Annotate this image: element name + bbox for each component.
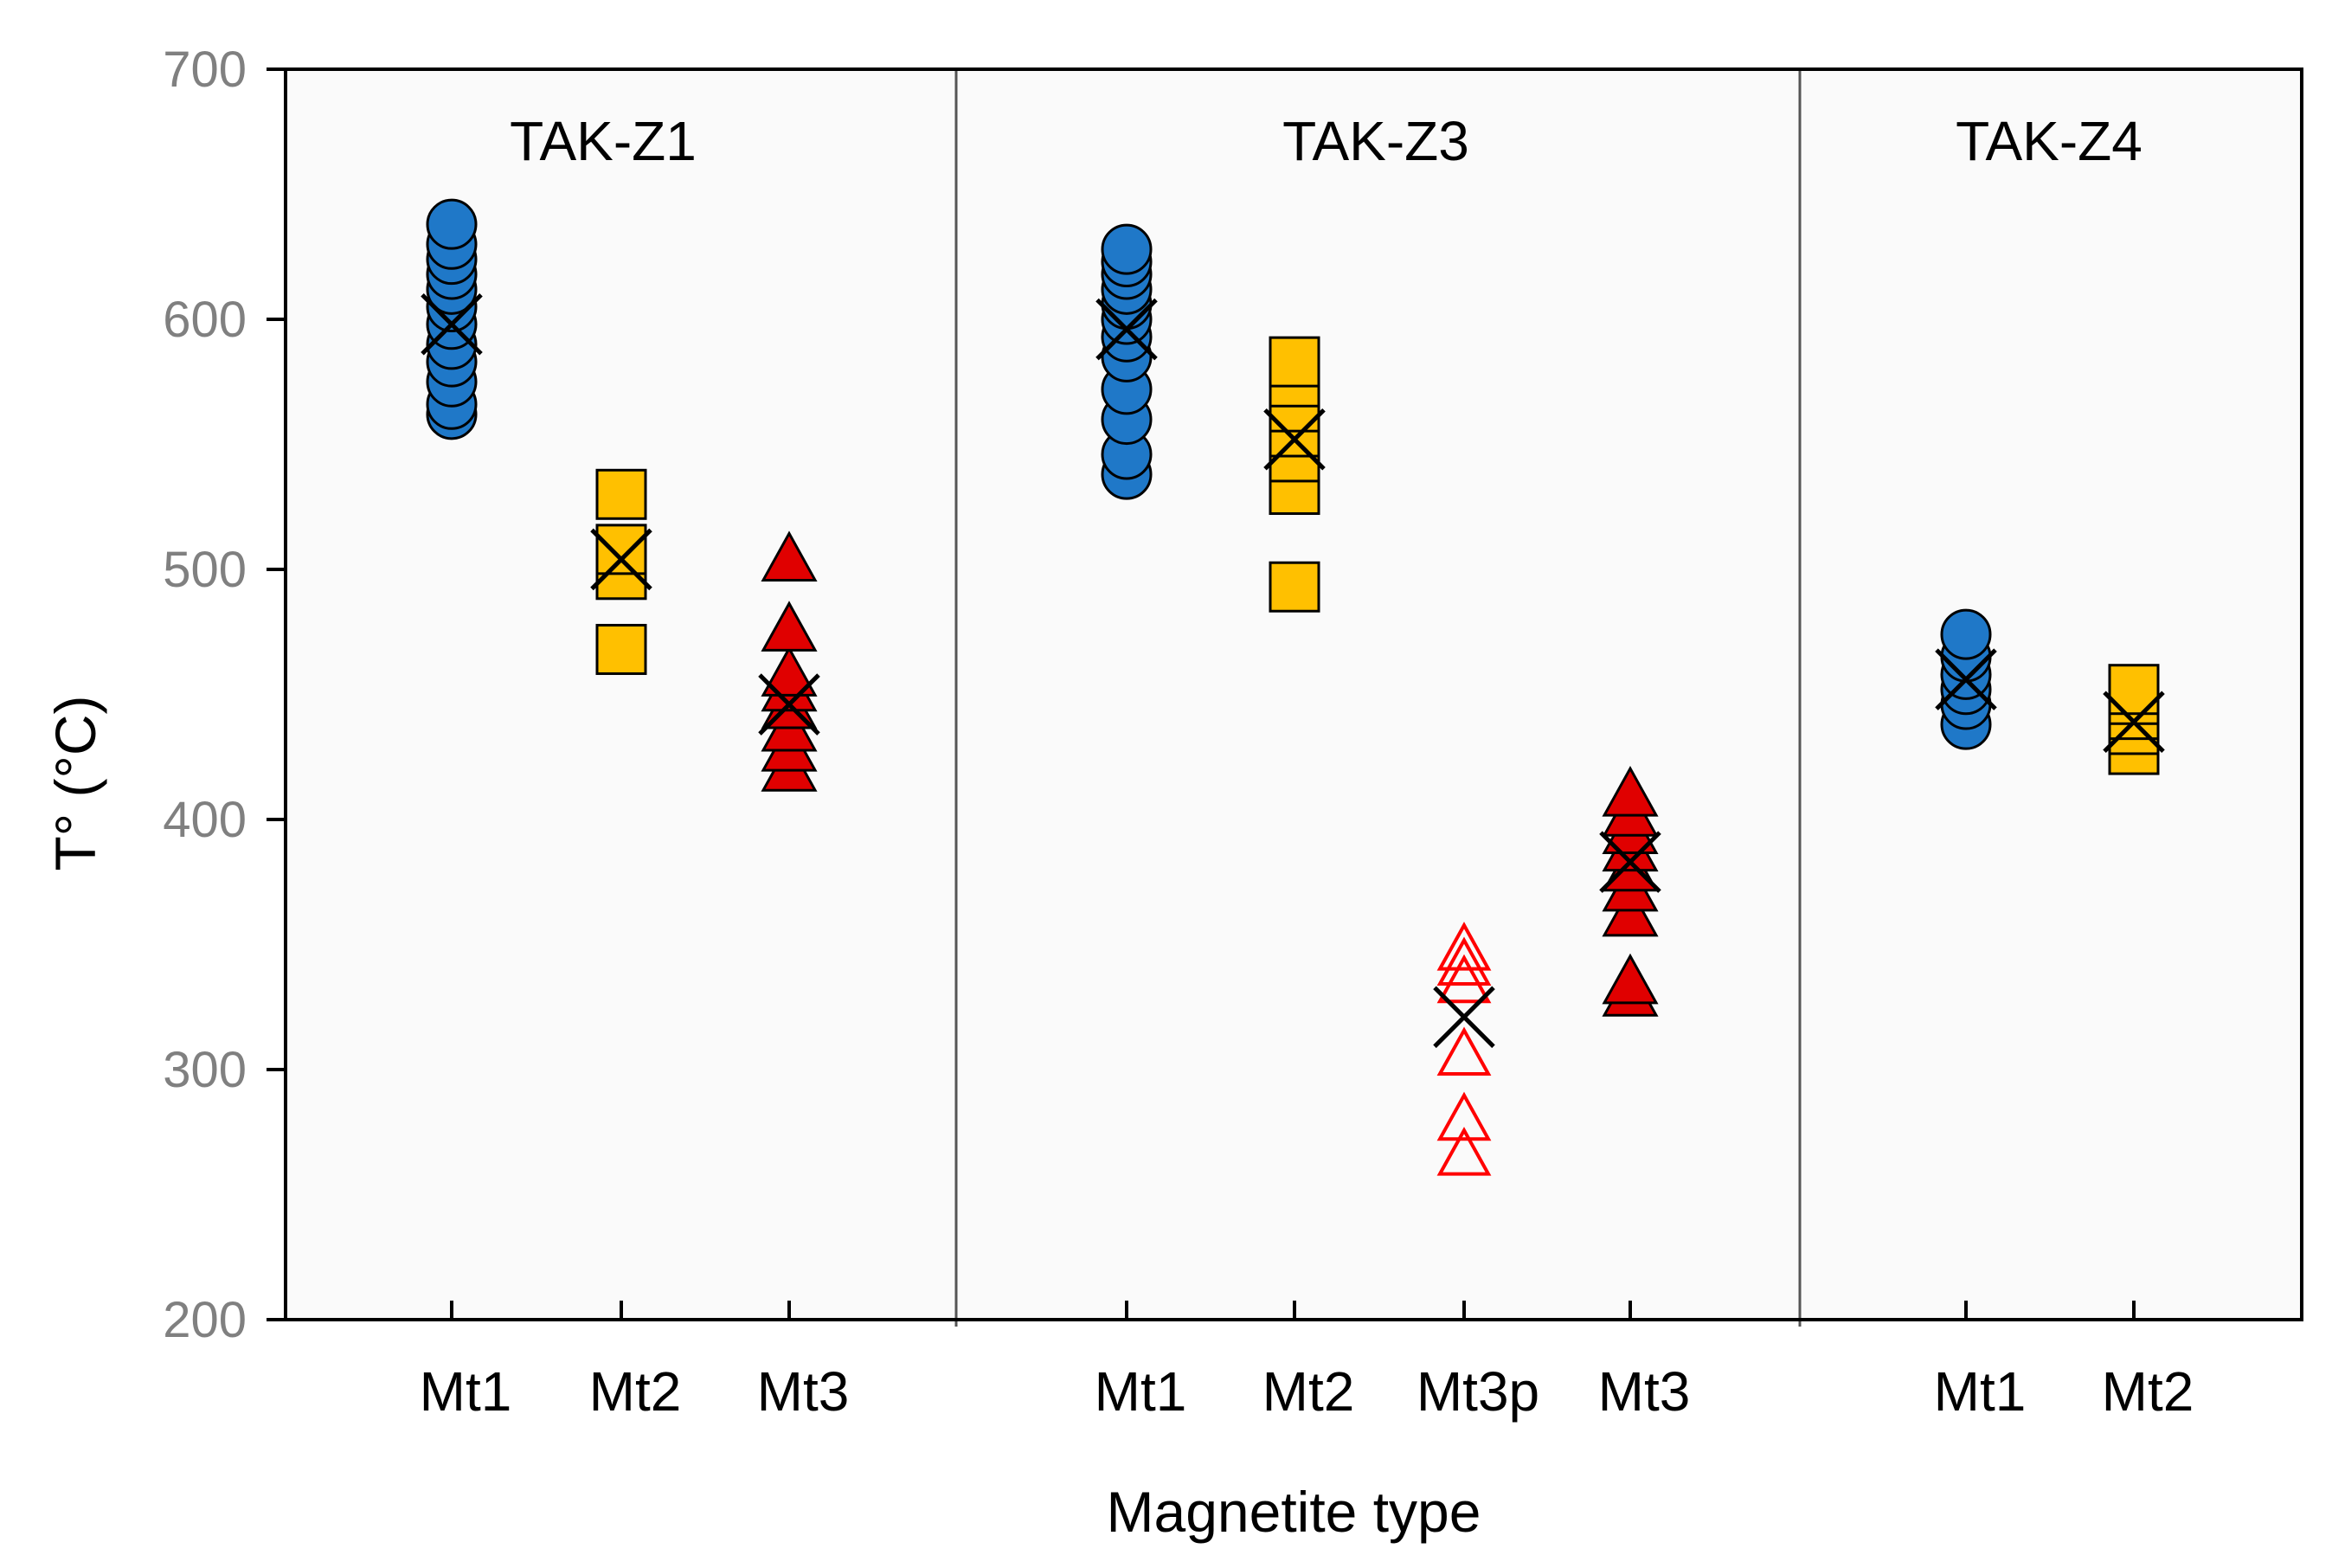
mean-marker-stroke [1935,648,1997,710]
plot-area [286,69,2302,1320]
mean-marker [758,673,820,736]
data-point-circle [1940,608,1992,660]
x-tick-label: Mt3p [1417,1360,1539,1423]
x-tick-label: Mt2 [2102,1360,2194,1423]
data-point-square [595,524,647,575]
y-ticks: 200 300 400 500 600 700 [163,42,286,1348]
mean-marker-stroke [2103,691,2165,754]
data-point-triangle [1602,766,1659,817]
data-point-square [1269,561,1320,613]
x-tick-label: Mt1 [1095,1360,1187,1423]
data-point-circle [426,198,478,250]
data-point-open-triangle [1436,922,1492,971]
mean-marker [1263,408,1326,471]
y-tick-label: 200 [163,1292,247,1348]
y-tick-label: 600 [163,292,247,348]
x-tick-label: Mt2 [1262,1360,1355,1423]
data-point-open-triangle [1436,1127,1492,1176]
data-point-triangle [761,646,818,697]
y-tick-label: 700 [163,42,247,98]
x-tick-label: Mt3 [1598,1360,1691,1423]
data-marks [421,198,2165,1176]
data-point-triangle [761,601,818,652]
y-tick-label: 400 [163,792,247,848]
mean-marker-stroke [590,528,652,591]
y-tick-label: 300 [163,1042,247,1098]
mean-marker [1599,831,1661,893]
data-point-square [1269,336,1320,388]
data-point-open-triangle [1436,954,1492,1004]
mean-marker [590,528,652,591]
data-point-square [595,623,647,675]
mean-marker-stroke [1433,986,1495,1049]
mean-marker-stroke [1095,298,1158,361]
data-point-circle [1101,223,1153,275]
mean-marker [1935,648,1997,710]
plot-frame [284,67,2303,1321]
x-axis-label: Magnetite type [1107,1480,1481,1544]
data-point-open-triangle [1436,1091,1492,1141]
data-point-triangle [1602,885,1659,937]
mean-marker [1433,986,1495,1049]
mean-marker [1095,298,1158,361]
x-tick-label: Mt2 [589,1360,682,1423]
data-point-open-triangle [1436,1026,1492,1076]
mean-marker-stroke [421,293,483,356]
panel-title: TAK-Z4 [1956,110,2142,172]
panel-title: TAK-Z1 [510,110,697,172]
panels-layer: TAK-Z1 Mt1 Mt2 Mt3 TAK-Z3 Mt1 Mt2 Mt3p Mt3 TAK-Z4… [420,69,2194,1423]
data-point-square [595,468,647,520]
data-point-open-triangle [1436,936,1492,986]
x-tick-label: Mt1 [420,1360,512,1423]
panel-title: TAK-Z3 [1282,110,1469,172]
mean-marker [421,293,483,356]
mean-marker-stroke [1263,408,1326,471]
y-tick-label: 500 [163,542,247,598]
x-tick-label: Mt1 [1934,1360,2027,1423]
mean-marker [2103,691,2165,754]
data-point-triangle [1602,953,1659,1005]
data-point-triangle [761,530,818,582]
mean-marker-stroke [1599,831,1661,893]
mean-marker-stroke [758,673,820,736]
x-tick-label: Mt3 [757,1360,850,1423]
y-axis-label: T° (°C) [43,695,107,871]
